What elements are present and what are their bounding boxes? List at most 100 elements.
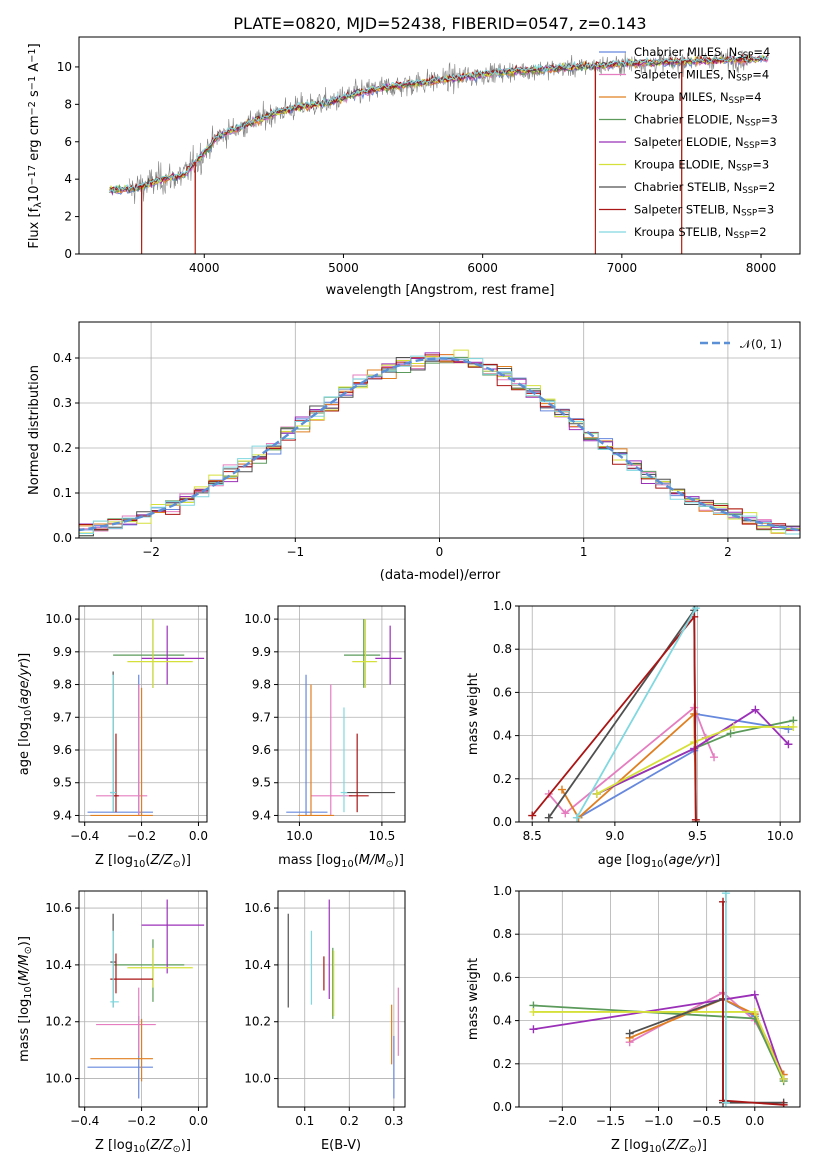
y-tick-label: 9.4 xyxy=(252,808,271,822)
y-tick-label: 0.0 xyxy=(493,1100,512,1114)
label-run: ( xyxy=(145,1138,150,1153)
label-run: Z [log xyxy=(95,853,133,868)
x-tick-label: 10.0 xyxy=(286,829,313,843)
x-axis-label: wavelength [Angstrom, rest frame] xyxy=(326,283,555,298)
legend-label: Salpeter ELODIE, NSSP=3 xyxy=(634,135,777,151)
x-axis-label: E(B-V) xyxy=(321,1138,361,1153)
weight-marker xyxy=(528,811,537,820)
label-run: )] xyxy=(697,1138,707,1153)
x-tick-label: −0.2 xyxy=(127,829,156,843)
y-tick-label: 0.8 xyxy=(493,927,512,941)
y-tick-label: 9.5 xyxy=(252,776,271,790)
x-tick-label: 8.5 xyxy=(523,829,542,843)
weight-marker xyxy=(710,753,719,762)
label-run: mass [log xyxy=(17,999,32,1062)
label-run: )] xyxy=(17,653,32,663)
axes-border xyxy=(78,605,208,823)
y-tick-label: 9.9 xyxy=(252,645,271,659)
y-tick-label: 0.1 xyxy=(53,486,72,500)
axes-border xyxy=(277,605,406,823)
weight-marker xyxy=(779,1100,788,1107)
x-tick-label: 5000 xyxy=(328,261,359,275)
label-run: Kroupa STELIB, N xyxy=(634,225,734,239)
axes-border xyxy=(518,605,801,823)
y-tick-label: 0 xyxy=(64,247,72,261)
label-run: Z [log xyxy=(95,1138,133,1153)
x-axis-label: (data-model)/error xyxy=(380,568,501,583)
label-run: SSP xyxy=(744,141,760,151)
label-run: 10 xyxy=(23,986,34,998)
label-run: Salpeter ELODIE, N xyxy=(634,135,744,149)
y-tick-label: 1.0 xyxy=(493,884,512,898)
y-tick-label: 6 xyxy=(64,135,72,149)
axes-spectrum: 4000 5000 6000 7000 8000 0 2 4 6 8 10 Chabrier MILE… xyxy=(27,36,801,298)
x-tick-label: 10.0 xyxy=(767,829,794,843)
x-tick-label: 4000 xyxy=(189,261,220,275)
y-tick-label: 10.0 xyxy=(45,612,72,626)
x-tick-label: 0.2 xyxy=(340,1114,359,1128)
weight-line xyxy=(531,614,697,820)
x-tick-label: −1.0 xyxy=(644,1114,673,1128)
y-tick-label: 0.4 xyxy=(53,351,72,365)
label-run: =4 xyxy=(753,45,770,59)
y-tick-label: 0.6 xyxy=(493,970,512,984)
x-tick-label: −0.4 xyxy=(70,1114,99,1128)
label-run: Chabrier ELODIE, N xyxy=(634,113,745,127)
weight-marker xyxy=(691,815,700,822)
axes-mass_weight_vs_Z: −2.0 −1.5 −1.0 −0.5 0.0 0.0 0.2 0.4 0.6 0.8 1.0 Z [… xyxy=(466,884,801,1155)
legend-label: Kroupa STELIB, NSSP=2 xyxy=(634,225,767,241)
x-tick-label: 2 xyxy=(724,545,732,559)
label-run: Kroupa ELODIE, N xyxy=(634,158,736,172)
axes-age_vs_mass: 10.0 10.5 9.4 9.5 9.6 9.7 9.8 9.9 10.0 mass [log1… xyxy=(244,605,406,870)
label-run: )] xyxy=(710,853,720,868)
y-tick-label: 0.4 xyxy=(493,1014,512,1028)
y-axis-label: mass weight xyxy=(466,673,481,755)
label-run: =4 xyxy=(745,90,762,104)
weight-line xyxy=(576,607,697,819)
weight-marker xyxy=(721,1098,730,1107)
axes-border xyxy=(277,890,406,1108)
label-run: ( xyxy=(17,705,32,710)
y-tick-label: 10.0 xyxy=(45,1072,72,1086)
weight-marker xyxy=(750,1007,759,1016)
y-tick-label: 10.4 xyxy=(244,958,271,972)
label-run: Z/Z xyxy=(665,1138,689,1153)
label-run: ( xyxy=(145,853,150,868)
y-tick-label: 10.4 xyxy=(45,958,72,972)
label-run: ⊙ xyxy=(689,1144,697,1155)
y-tick-label: 8 xyxy=(64,97,72,111)
y-tick-label: 0.2 xyxy=(493,1057,512,1071)
y-tick-label: 0.2 xyxy=(493,772,512,786)
weight-marker xyxy=(779,1074,788,1083)
label-run: )] xyxy=(181,853,191,868)
model-spectrum-line xyxy=(109,54,769,194)
y-tick-label: 9.9 xyxy=(53,645,72,659)
axes-age_vs_Z: −0.4 −0.2 0.09.49.59.69.79.89.910.0Z [log1… xyxy=(17,605,208,870)
label-run: ( xyxy=(661,1138,666,1153)
label-run: =3 xyxy=(752,158,769,172)
x-tick-label: 0.0 xyxy=(189,1114,208,1128)
label-run: M/M xyxy=(17,954,32,981)
label-run: −17 xyxy=(27,165,38,186)
x-tick-label: 0.3 xyxy=(384,1114,403,1128)
label-run: 10 xyxy=(651,859,663,870)
axes-mass_vs_Z: −0.4 −0.2 0.010.010.210.410.6Z [log10(Z/Z⊙… xyxy=(17,890,208,1155)
y-tick-label: 9.4 xyxy=(53,808,72,822)
axes-frame: 0.1 0.2 0.3 10.0 10.2 10.4 10.6 E(B-V) xyxy=(244,890,406,1153)
x-tick-label: −2 xyxy=(142,545,160,559)
weight-line xyxy=(722,998,785,1080)
label-run: =3 xyxy=(761,113,778,127)
legend-label: Kroupa MILES, NSSP=4 xyxy=(634,90,762,106)
x-tick-label: 0 xyxy=(436,545,444,559)
label-run: SSP xyxy=(745,119,761,129)
y-tick-label: 0.6 xyxy=(493,685,512,699)
plot-area xyxy=(286,619,402,817)
weight-marker xyxy=(625,1029,634,1038)
histogram-legend: 𝒩(0, 1) xyxy=(700,337,782,351)
label-run: −2 xyxy=(27,101,38,115)
x-tick-label: −2.0 xyxy=(548,1114,577,1128)
label-run: ⊙ xyxy=(173,859,181,870)
label-run: Z [log xyxy=(611,1138,649,1153)
label-run: erg cm xyxy=(27,115,42,164)
weight-marker xyxy=(557,785,566,794)
